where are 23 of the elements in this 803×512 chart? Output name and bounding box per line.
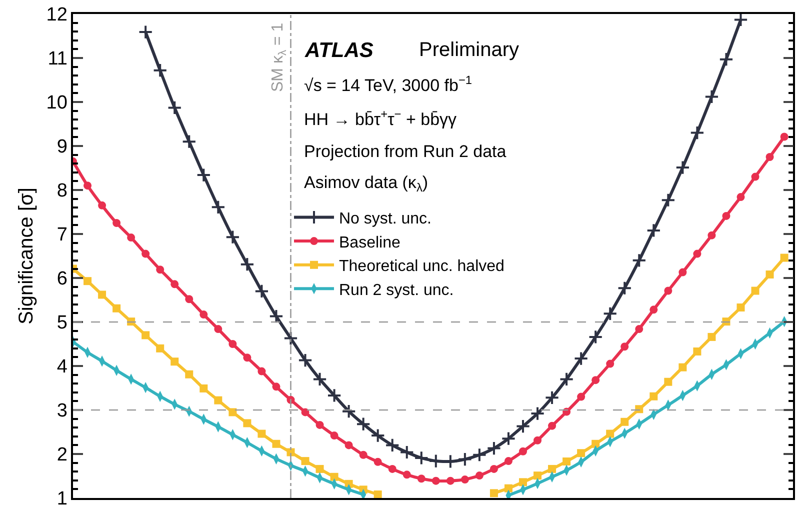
annotation: Projection from Run 2 data — [304, 142, 507, 161]
y-tick-label: 2 — [56, 444, 68, 466]
y-tick-label: 1 — [56, 488, 68, 510]
y-tick-label: 4 — [56, 356, 68, 378]
annotation: ATLAS — [304, 39, 374, 62]
annotation: √s = 14 TeV, 3000 fb$^{−1}$ — [304, 73, 472, 96]
y-tick-label: 5 — [56, 312, 68, 334]
legend-label: No syst. unc. — [339, 210, 432, 228]
annotation: Preliminary — [419, 39, 520, 61]
annotation: Asimov data (κ$_{λ}$) — [304, 173, 428, 195]
y-tick-label: 6 — [56, 268, 68, 290]
y-tick-label: 12 — [46, 4, 68, 26]
legend-label: Baseline — [339, 234, 400, 252]
y-tick-label: 3 — [56, 400, 68, 422]
y-axis-title: Significance [σ] — [15, 188, 38, 324]
y-tick-label: 9 — [56, 136, 68, 158]
legend-label: Run 2 syst. unc. — [339, 282, 454, 299]
y-tick-label: 7 — [56, 224, 68, 246]
legend-label: Theoretical unc. halved — [339, 258, 504, 276]
y-tick-label: 11 — [48, 48, 68, 70]
y-tick-label: 10 — [46, 92, 68, 114]
y-tick-label: 8 — [56, 180, 68, 202]
annotation: HH → bb̄τ$^{+}$τ$^{−}$ + bb̄γγ — [304, 107, 458, 130]
